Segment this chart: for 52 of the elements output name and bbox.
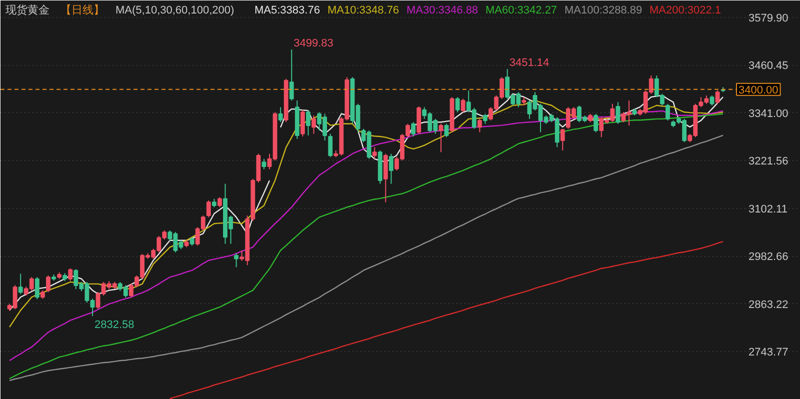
y-tick-label: 3579.90	[748, 12, 788, 25]
candlestick	[18, 273, 23, 294]
candlestick	[710, 94, 714, 106]
candlestick	[372, 146, 377, 160]
chart-title: 现货黄金	[6, 4, 50, 16]
candlestick	[217, 196, 222, 208]
candlestick	[483, 113, 488, 124]
y-tick-label: 2863.22	[748, 298, 788, 311]
candlestick	[477, 118, 482, 133]
line-series	[169, 240, 724, 399]
candlestick	[388, 153, 394, 184]
candlestick	[666, 103, 670, 122]
candlestick	[234, 252, 239, 268]
annotation: 3499.83	[294, 38, 334, 50]
text: MA10:3348.76	[328, 4, 400, 16]
candlestick	[312, 114, 316, 134]
text: MA60:3342.27	[486, 4, 558, 16]
candlestick	[300, 109, 305, 137]
y-tick-label: 3102.11	[748, 203, 788, 216]
y-tick-label: 3341.00	[748, 108, 788, 120]
candlestick	[383, 153, 388, 203]
candlestick	[278, 106, 283, 123]
candlestick	[560, 128, 565, 151]
chart-subtitle: 【日线】	[60, 4, 104, 16]
y-tick-label: 2743.77	[748, 346, 788, 359]
y-tick-label: 3221.56	[748, 156, 788, 168]
candlestick	[460, 98, 466, 113]
candlestick	[715, 90, 720, 104]
candlestick	[616, 102, 620, 124]
candlestick	[34, 276, 40, 300]
annotation: 2832.58	[94, 319, 134, 332]
candlestick	[46, 275, 50, 293]
text: MA100:3288.89	[564, 4, 642, 16]
candlestick	[444, 123, 449, 138]
candlestick	[328, 133, 333, 158]
candlestick	[206, 200, 211, 218]
candlestick	[262, 158, 266, 170]
candlestick	[289, 49, 294, 102]
candlestick	[438, 123, 444, 153]
legend-title: MA(5,10,30,60,100,200)	[116, 4, 234, 16]
candlestick	[68, 268, 73, 282]
text: MA30:3346.88	[406, 4, 478, 16]
candlestick	[455, 96, 460, 113]
candlestick	[306, 110, 310, 136]
text: MA200:3022.1	[650, 4, 722, 16]
ref-line-label: 3400.00	[738, 84, 778, 96]
candlestick	[594, 113, 598, 133]
candlestick	[411, 122, 416, 137]
y-tick-label: 3460.45	[748, 60, 788, 72]
annotation: 3451.14	[509, 56, 550, 69]
text: MA5:3383.76	[254, 4, 320, 16]
y-tick-label: 2982.66	[748, 251, 788, 264]
